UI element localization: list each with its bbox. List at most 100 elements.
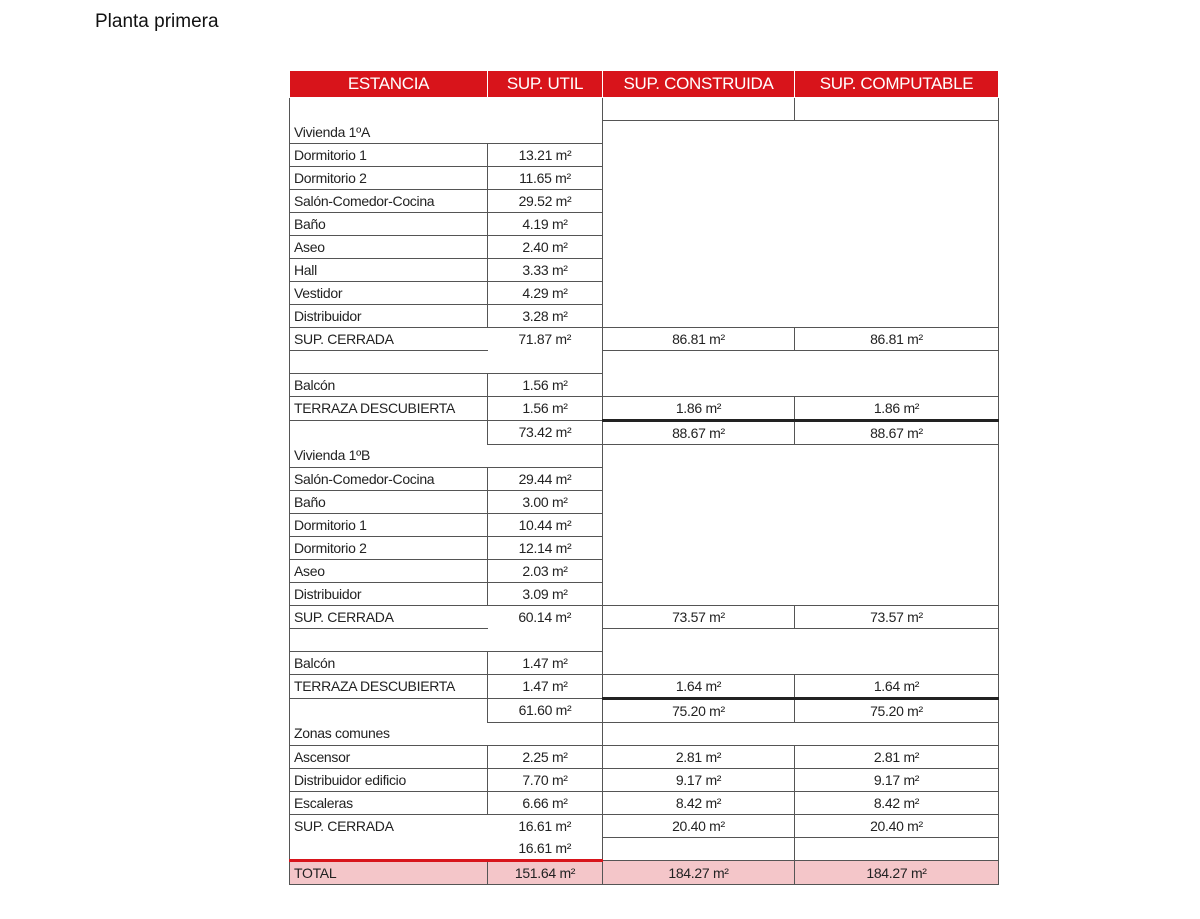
cell-sup-construida: 2.81 m² <box>602 744 795 769</box>
cell-sup-computable <box>794 349 999 373</box>
cell-sup-construida <box>602 513 795 536</box>
cell-estancia: Balcón <box>289 372 488 397</box>
table-row: SUP. CERRADA 16.61 m² 20.40 m² 20.40 m² <box>289 813 999 838</box>
cell-estancia: Dormitorio 1 <box>289 142 488 167</box>
cell-sup-computable <box>794 166 999 189</box>
cell-sup-construida <box>602 722 795 745</box>
cell-sup-computable <box>794 212 999 235</box>
cell-sup-computable: 20.40 m² <box>794 813 999 838</box>
cell-sup-construida <box>602 373 795 396</box>
cell-estancia: Dormitorio 2 <box>289 535 488 560</box>
cell-estancia: Vivienda 1ºB <box>289 444 488 467</box>
cell-sup-construida: 8.42 m² <box>602 790 795 815</box>
table-row: Baño 4.19 m² <box>289 211 999 236</box>
cell-estancia: Baño <box>289 211 488 236</box>
cell-sup-util <box>487 444 603 467</box>
header-estancia: ESTANCIA <box>289 70 488 98</box>
cell-estancia <box>289 349 488 373</box>
cell-sup-util: 29.44 m² <box>487 466 603 491</box>
cell-sup-construida <box>602 627 795 651</box>
cell-estancia: Zonas comunes <box>289 722 488 745</box>
cell-estancia: Aseo <box>289 558 488 583</box>
cell-sup-util: 11.65 m² <box>487 165 603 190</box>
cell-estancia: TERRAZA DESCUBIERTA <box>289 395 488 421</box>
cell-sup-util: 16.61 m² <box>487 837 603 862</box>
cell-estancia <box>289 627 488 651</box>
total-row: TOTAL 151.64 m² 184.27 m² 184.27 m² <box>289 860 999 885</box>
table-row <box>289 349 999 373</box>
cell-estancia: Dormitorio 1 <box>289 512 488 537</box>
cell-sup-computable: 1.86 m² <box>794 395 999 422</box>
cell-sup-util <box>487 120 603 143</box>
cell-sup-computable <box>794 467 999 490</box>
cell-sup-construida <box>602 143 795 166</box>
header-sup-util: SUP. UTIL <box>487 70 603 98</box>
cell-sup-construida <box>602 304 795 327</box>
cell-sup-construida: 20.40 m² <box>602 813 795 838</box>
table-row: Dormitorio 2 12.14 m² <box>289 535 999 560</box>
cell-sup-computable <box>794 97 999 121</box>
cell-estancia: Hall <box>289 257 488 282</box>
cell-sup-computable <box>794 189 999 212</box>
cell-sup-util: 3.09 m² <box>487 581 603 606</box>
table-row: SUP. CERRADA 60.14 m² 73.57 m² 73.57 m² <box>289 604 999 629</box>
cell-sup-util: 3.28 m² <box>487 303 603 328</box>
cell-estancia: Distribuidor <box>289 581 488 606</box>
table-row: Distribuidor 3.28 m² <box>289 303 999 328</box>
table-row: Zonas comunes <box>289 722 999 745</box>
cell-estancia <box>289 420 488 444</box>
cell-estancia <box>289 837 488 862</box>
cell-sup-util: 1.56 m² <box>487 395 603 421</box>
table-row: Balcón 1.47 m² <box>289 650 999 675</box>
cell-sup-construida <box>602 212 795 235</box>
cell-estancia: SUP. CERRADA <box>289 326 488 350</box>
cell-sup-construida <box>602 281 795 304</box>
cell-sup-computable <box>794 120 999 143</box>
cell-sup-computable: 184.27 m² <box>794 860 999 885</box>
cell-sup-computable <box>794 582 999 605</box>
cell-sup-construida <box>602 235 795 258</box>
cell-sup-computable <box>794 722 999 745</box>
cell-estancia: Vestidor <box>289 280 488 305</box>
table-row: 16.61 m² <box>289 836 999 862</box>
cell-estancia: Balcón <box>289 650 488 675</box>
cell-sup-construida: 1.86 m² <box>602 395 795 422</box>
cell-sup-computable: 73.57 m² <box>794 604 999 629</box>
cell-estancia <box>289 698 488 722</box>
cell-sup-construida <box>602 97 795 121</box>
table-row: Distribuidor 3.09 m² <box>289 581 999 606</box>
cell-estancia: TERRAZA DESCUBIERTA <box>289 673 488 699</box>
table-row: Distribuidor edificio 7.70 m² 9.17 m² 9.17 … <box>289 767 999 792</box>
cell-sup-util: 4.29 m² <box>487 280 603 305</box>
cell-sup-util: 2.40 m² <box>487 234 603 259</box>
cell-estancia: Salón-Comedor-Cocina <box>289 188 488 213</box>
cell-sup-computable <box>794 444 999 467</box>
table-row: Balcón 1.56 m² <box>289 372 999 397</box>
table-row: Vivienda 1ºB <box>289 444 999 467</box>
cell-sup-computable <box>794 304 999 327</box>
cell-sup-construida: 88.67 m² <box>602 419 795 445</box>
table-row: TERRAZA DESCUBIERTA 1.47 m² 1.64 m² 1.64 m² <box>289 673 999 700</box>
cell-sup-util: 6.66 m² <box>487 790 603 815</box>
table-row: Vivienda 1ºA <box>289 120 999 143</box>
cell-sup-util: 1.47 m² <box>487 673 603 699</box>
cell-estancia: Aseo <box>289 234 488 259</box>
cell-estancia: Dormitorio 2 <box>289 165 488 190</box>
cell-sup-construida: 184.27 m² <box>602 860 795 885</box>
table-row: Ascensor 2.25 m² 2.81 m² 2.81 m² <box>289 744 999 769</box>
cell-sup-util <box>487 350 603 373</box>
cell-sup-computable <box>794 651 999 674</box>
cell-sup-construida <box>602 490 795 513</box>
cell-sup-util: 2.03 m² <box>487 558 603 583</box>
cell-sup-util: 16.61 m² <box>487 813 603 837</box>
table-row: Dormitorio 1 13.21 m² <box>289 142 999 167</box>
table-row: Salón-Comedor-Cocina 29.44 m² <box>289 466 999 491</box>
cell-sup-computable <box>794 235 999 258</box>
table-row: Baño 3.00 m² <box>289 489 999 514</box>
cell-sup-construida: 75.20 m² <box>602 697 795 723</box>
cell-sup-computable: 2.81 m² <box>794 744 999 769</box>
cell-sup-construida <box>602 467 795 490</box>
table-row: Salón-Comedor-Cocina 29.52 m² <box>289 188 999 213</box>
cell-sup-util: 71.87 m² <box>487 326 603 350</box>
surface-table: ESTANCIA SUP. UTIL SUP. CONSTRUIDA SUP. … <box>289 70 999 885</box>
